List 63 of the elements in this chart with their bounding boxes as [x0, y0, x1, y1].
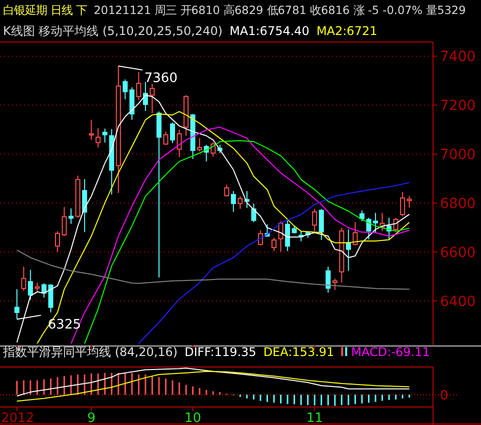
- candlestick: [96, 128, 101, 148]
- candlestick: [82, 178, 88, 233]
- candlestick: [366, 217, 372, 240]
- chart-subtitle: 20121121 周三 开6810 高6829 低6781 收6816 涨 -5 -0.07% 量5329: [94, 4, 466, 17]
- series-label: DIFF:119.35: [184, 345, 256, 359]
- candlestick: [406, 195, 412, 208]
- text: K线图 移动平均线 (5,10,20,25,50,240): [3, 24, 223, 38]
- candlestick: [285, 220, 290, 252]
- candlestick: [278, 220, 284, 252]
- candlestick: [68, 208, 74, 224]
- candlestick: [326, 266, 331, 294]
- candlestick: [28, 269, 33, 300]
- y-tick-label: 6400: [440, 294, 476, 310]
- line-series: [138, 182, 410, 344]
- candlestick: [258, 230, 263, 246]
- y-tick-label: 7400: [440, 49, 476, 66]
- candlestick: [372, 212, 378, 234]
- y-tick-label: 6800: [440, 196, 476, 212]
- candlestick: [62, 206, 67, 237]
- y-tick-label: 6600: [440, 244, 476, 261]
- legend-label: MACD:-69.11: [351, 345, 430, 359]
- chart-title: 白银延期 日线 下: [3, 4, 88, 17]
- candlestick: [400, 192, 406, 217]
- candlestick: [176, 129, 182, 158]
- candlestick: [272, 237, 277, 252]
- text: MA2:6721: [316, 24, 378, 38]
- candlestick: [156, 111, 162, 278]
- candlestick: [230, 190, 236, 212]
- x-tick-label: 11: [306, 411, 323, 425]
- text: MA1:6754.40: [230, 24, 310, 38]
- y-tick-label: 7200: [440, 98, 476, 114]
- line-series: [16, 250, 410, 290]
- candlestick: [14, 288, 20, 320]
- annotation: 7360: [144, 70, 178, 86]
- candlestick: [346, 228, 351, 272]
- candlestick: [318, 208, 324, 240]
- candlestick: [332, 278, 338, 290]
- candlestick: [238, 196, 243, 210]
- series-label: DEA:153.91: [263, 345, 334, 359]
- y-tick-label: 7000: [440, 147, 476, 164]
- x-tick-label: 10: [184, 411, 202, 425]
- x-tick-label: 9: [87, 411, 96, 425]
- candlestick: [88, 119, 94, 140]
- chart-title: 指数平滑异同平均线 (84,20,16): [2, 345, 178, 359]
- candlestick: [224, 184, 230, 197]
- candlestick: [34, 282, 40, 293]
- candlestick: [197, 138, 202, 152]
- candlestick: [136, 71, 142, 101]
- ref-line-label: 0: [440, 388, 448, 404]
- candlestick: [150, 84, 155, 114]
- candlestick: [210, 142, 216, 158]
- x-tick-label: 2012: [1, 411, 34, 425]
- candlestick: [142, 81, 148, 112]
- candlestick: [244, 190, 250, 208]
- candlestick: [352, 222, 358, 246]
- candlestick: [55, 230, 60, 252]
- candlestick: [251, 203, 256, 223]
- candlestick: [122, 78, 128, 100]
- candlestick: [170, 122, 176, 144]
- candlestick: [129, 86, 134, 120]
- candlestick: [163, 131, 168, 146]
- candlestick: [21, 266, 26, 292]
- candlestick: [312, 208, 318, 232]
